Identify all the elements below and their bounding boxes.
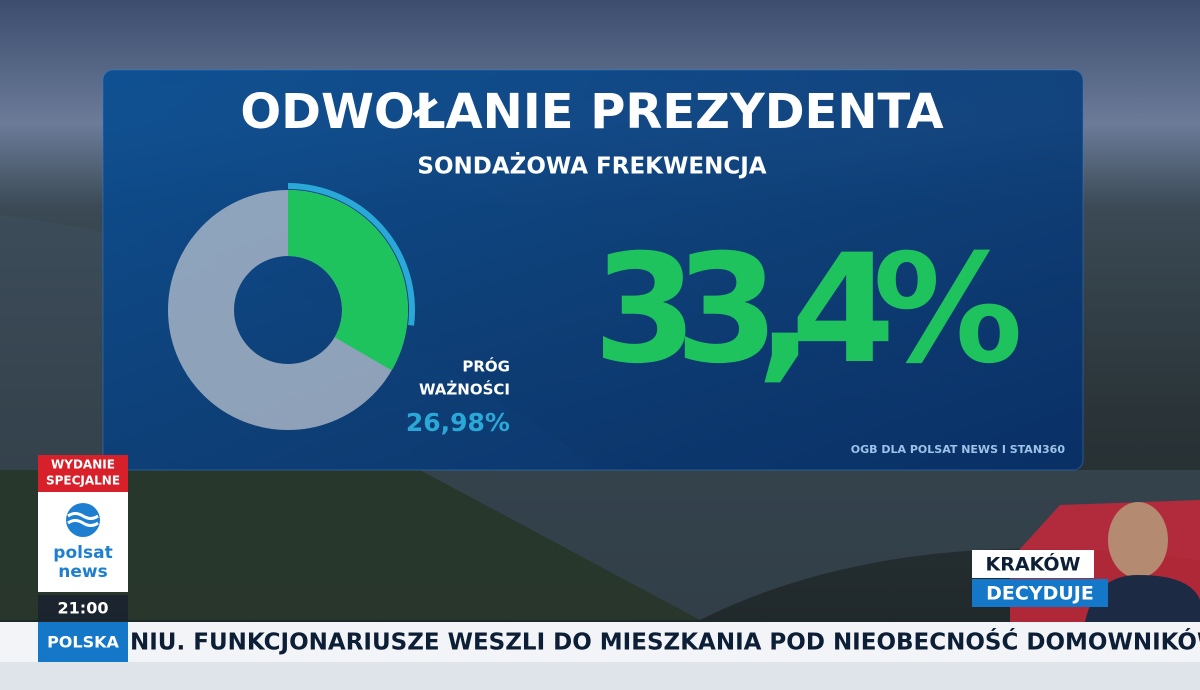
logo-icon: [66, 503, 100, 537]
banner-line: KRAKÓW: [985, 552, 1080, 576]
banner-line: DECYDUJE: [986, 583, 1094, 605]
badge: [38, 455, 128, 492]
ticker-text: NIU. FUNKCJONARIUSZE WESZLI DO MIESZKANI…: [130, 628, 1200, 656]
park: [0, 470, 700, 620]
threshold-line: WAŻNOŚCI: [419, 380, 510, 399]
time: 21:00: [58, 599, 109, 618]
person-head: [1108, 502, 1168, 578]
badge-line: SPECJALNE: [46, 474, 120, 488]
person-body: [1085, 575, 1200, 622]
section: POLSKA: [47, 633, 119, 652]
logo-text: polsat: [53, 543, 112, 563]
time-box: [38, 595, 128, 621]
title: ODWOŁANIE PREZYDENTA: [240, 84, 943, 140]
badge-line: WYDANIE: [51, 458, 115, 472]
ticker-clip: NIU. FUNKCJONARIUSZE WESZLI DO MIESZKANI…: [130, 628, 1200, 656]
threshold-line: PRÓG: [462, 357, 510, 376]
section-box: [38, 622, 128, 662]
threshold-value: 26,98%: [406, 408, 510, 437]
logo-text: news: [58, 562, 107, 582]
banner-box: [972, 579, 1108, 607]
turnout-value: 33,4%: [593, 223, 1023, 397]
subtitle: SONDAŻOWA FREKWENCJA: [417, 152, 766, 180]
ticker-bar: [0, 622, 1200, 662]
bottom-strip: [0, 662, 1200, 690]
source: OGB DLA POLSAT NEWS I STAN360: [851, 443, 1066, 456]
logo-waves: [67, 512, 99, 527]
banner-box: [972, 550, 1094, 578]
turnout-arc: [288, 190, 409, 371]
